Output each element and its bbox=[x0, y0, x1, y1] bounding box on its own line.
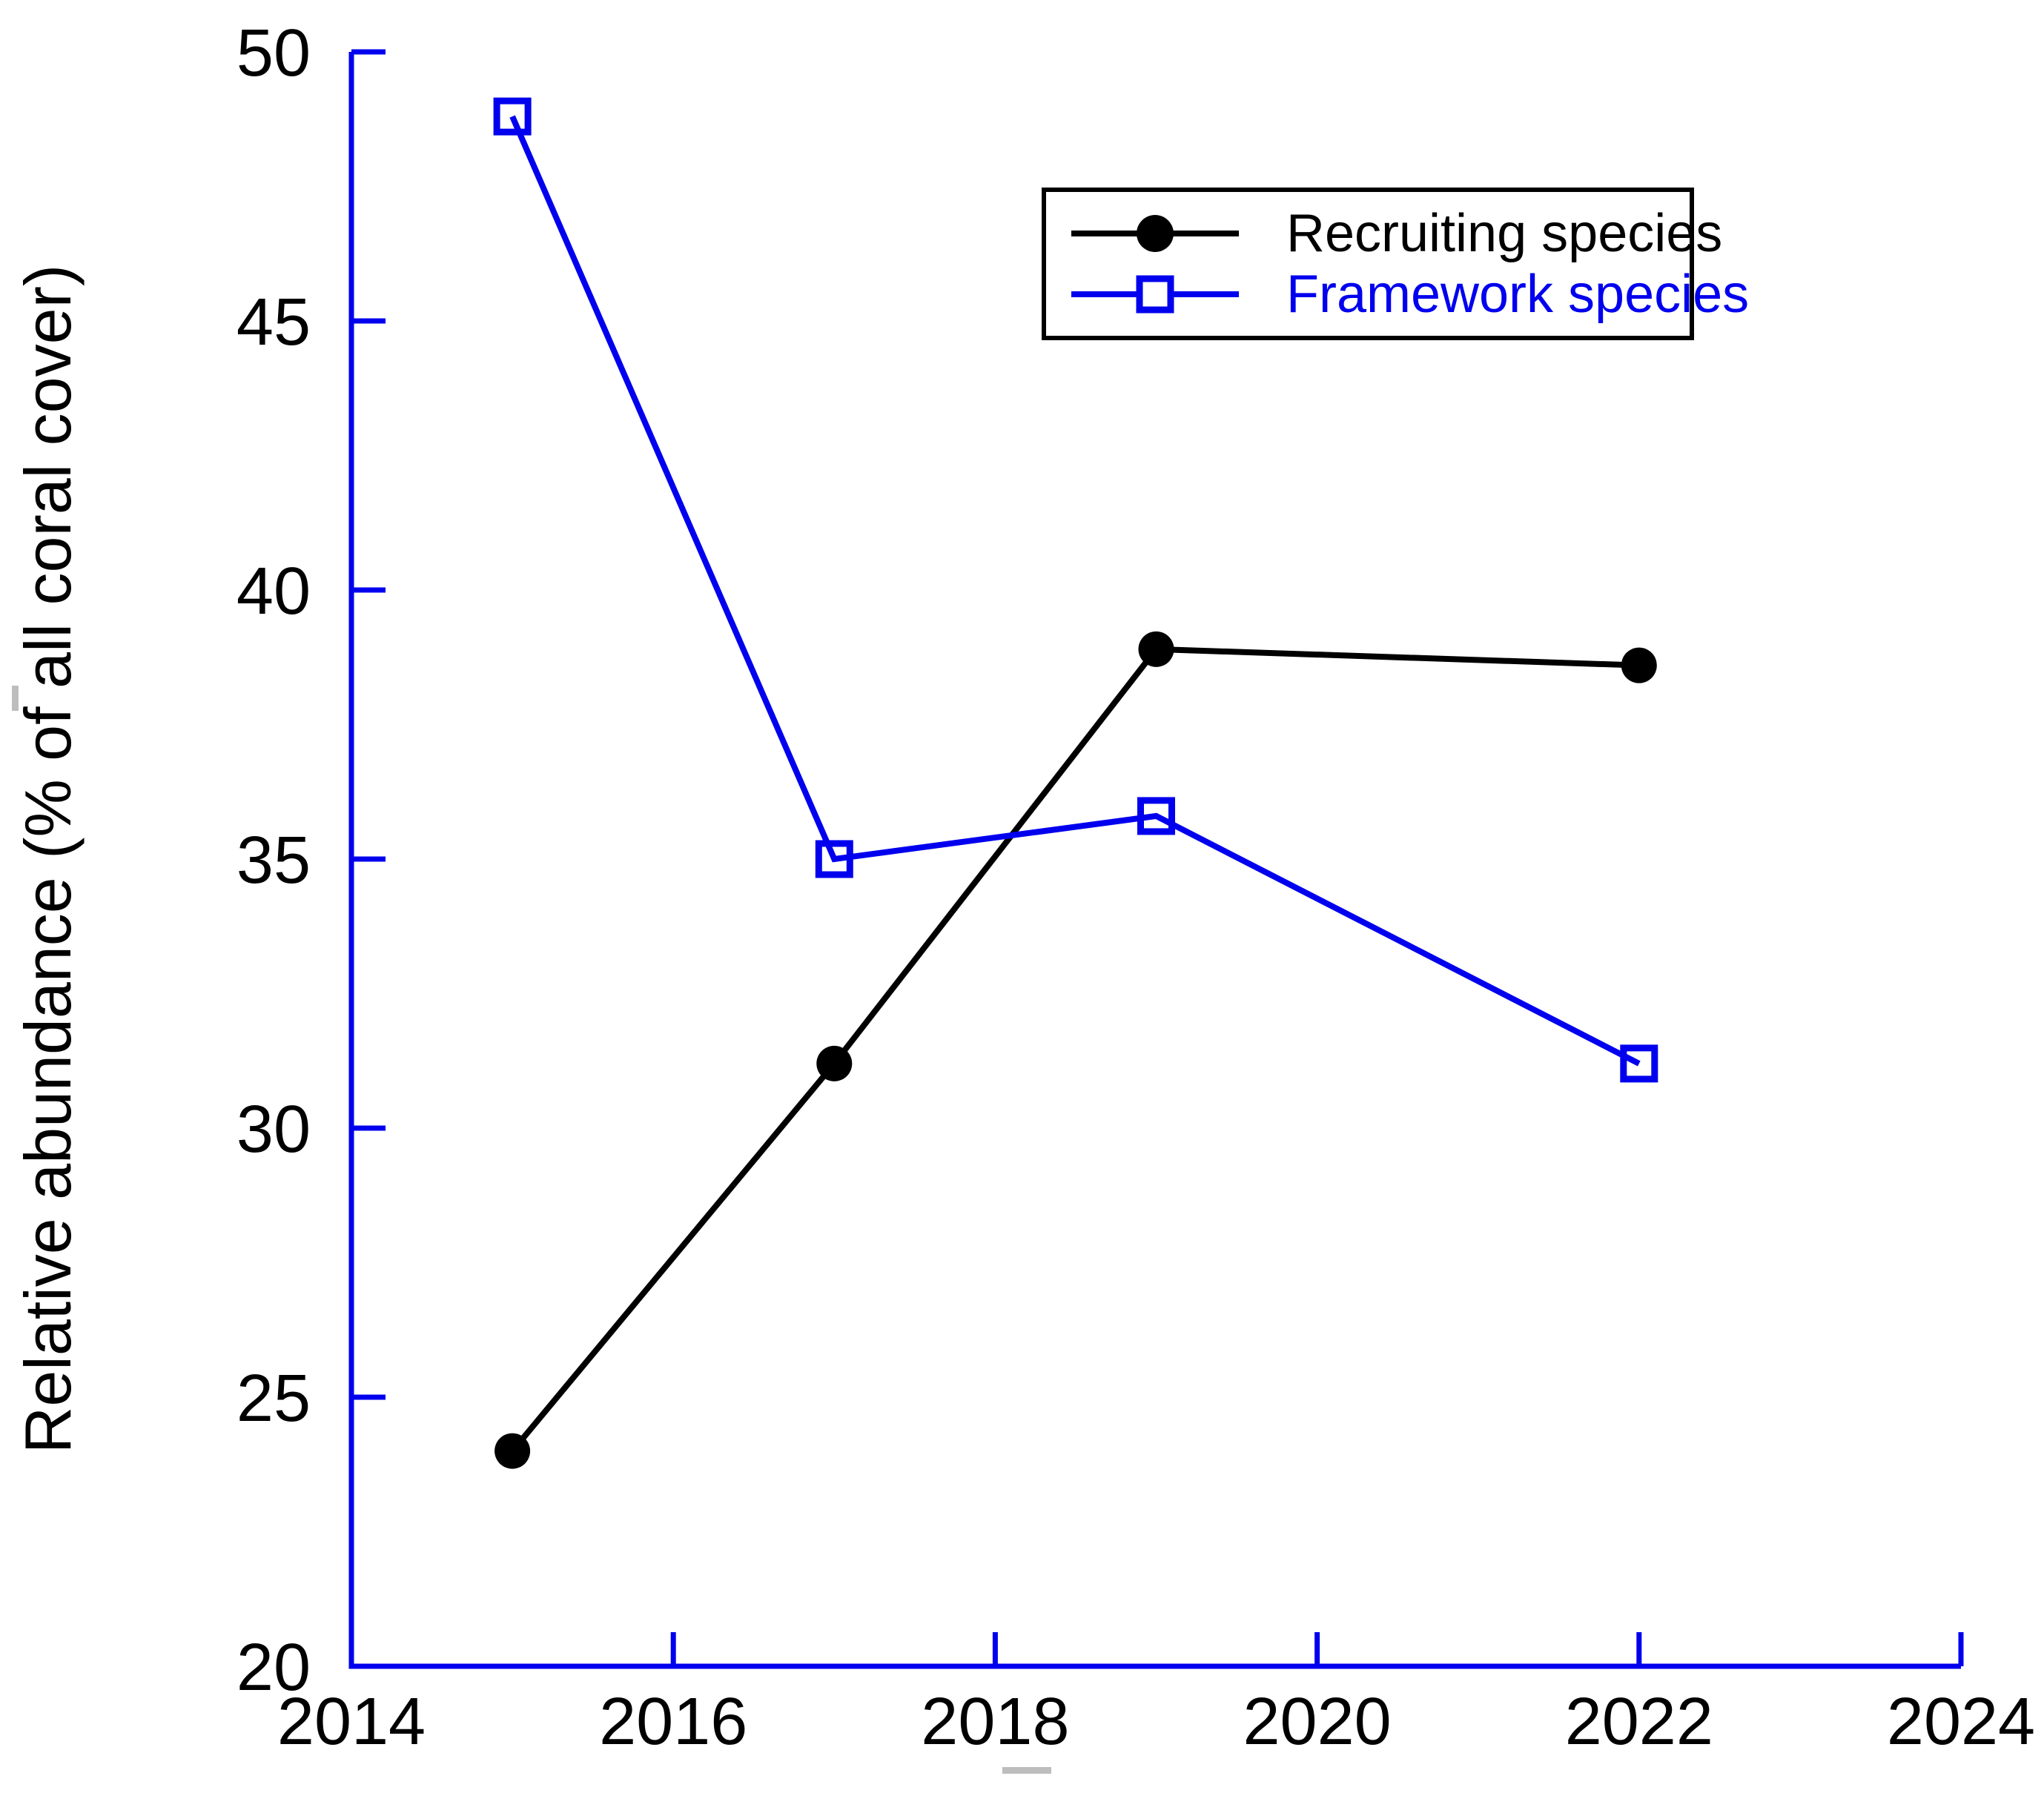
legend-item-framework-species: Framework species bbox=[1067, 268, 1749, 321]
y-tick-label: 50 bbox=[237, 16, 311, 90]
data-point-circle bbox=[1138, 631, 1174, 667]
y-axis-label: Relative abundance (% of all coral cover… bbox=[11, 264, 85, 1454]
y-tick-label: 30 bbox=[237, 1093, 311, 1167]
legend: Recruiting species Framework species bbox=[1042, 188, 1749, 340]
y-tick-label: 45 bbox=[237, 285, 311, 359]
x-tick-label: 2022 bbox=[1565, 1685, 1713, 1759]
x-tick-label: 2020 bbox=[1243, 1685, 1391, 1759]
y-tick-label: 20 bbox=[237, 1631, 311, 1705]
series-line-1 bbox=[509, 115, 1641, 1067]
legend-label-recruiting-species: Recruiting species bbox=[1286, 204, 1723, 263]
legend-item-recruiting-species: Recruiting species bbox=[1067, 207, 1722, 260]
x-tick-label: 2014 bbox=[277, 1685, 426, 1759]
data-point-square bbox=[493, 97, 532, 136]
legend-label-framework-species: Framework species bbox=[1286, 265, 1750, 324]
x-tick-label: 2016 bbox=[599, 1685, 747, 1759]
data-point-circle bbox=[816, 1045, 853, 1081]
scan-artifact bbox=[12, 686, 19, 711]
y-tick-label: 40 bbox=[237, 554, 311, 629]
x-tick-label: 2018 bbox=[921, 1685, 1069, 1759]
data-point-circle bbox=[1621, 647, 1657, 683]
data-point-circle bbox=[495, 1433, 531, 1469]
x-tick-label: 2024 bbox=[1887, 1685, 2035, 1759]
data-point-square bbox=[1620, 1044, 1658, 1083]
y-tick-label: 25 bbox=[237, 1362, 311, 1436]
data-point-square bbox=[815, 840, 853, 878]
y-tick-label: 35 bbox=[237, 823, 311, 898]
open-square-icon bbox=[1071, 275, 1239, 314]
series-line-0 bbox=[510, 646, 1639, 1454]
filled-circle-icon bbox=[1071, 215, 1239, 252]
data-point-square bbox=[1137, 797, 1175, 835]
scan-artifact bbox=[1002, 1767, 1051, 1774]
